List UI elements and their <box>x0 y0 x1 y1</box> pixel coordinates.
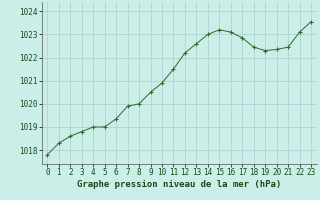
X-axis label: Graphe pression niveau de la mer (hPa): Graphe pression niveau de la mer (hPa) <box>77 180 281 189</box>
